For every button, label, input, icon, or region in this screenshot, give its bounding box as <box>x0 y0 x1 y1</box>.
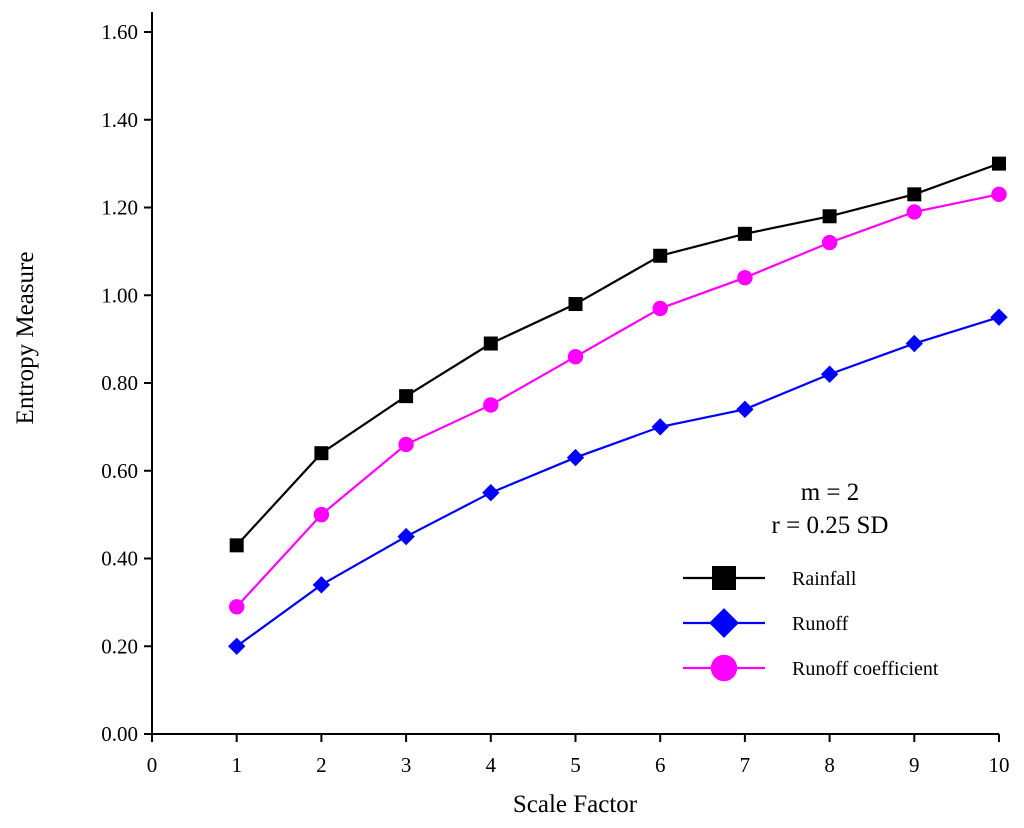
runoff-coefficient-point <box>652 300 668 317</box>
runoff-point <box>228 637 246 655</box>
y-tick-label: 1.00 <box>101 283 138 307</box>
y-tick-label: 0.20 <box>101 634 138 658</box>
x-tick-label: 2 <box>316 753 327 777</box>
runoff-point <box>397 527 415 546</box>
runoff-line <box>236 316 1000 648</box>
legend-rainfall-marker <box>712 566 736 590</box>
x-tick-label: 3 <box>401 753 412 777</box>
runoff-point <box>736 400 754 419</box>
y-tick-label: 0.00 <box>101 722 138 746</box>
x-tick-label: 6 <box>655 753 666 777</box>
y-tick-label: 0.60 <box>101 459 138 483</box>
rainfall-point <box>229 538 244 553</box>
runoff-coefficient-point <box>991 186 1007 203</box>
legend-runoff-coefficient-marker <box>710 654 738 682</box>
runoff-point <box>990 308 1008 326</box>
x-tick-label: 8 <box>824 753 835 777</box>
rainfall-point <box>568 297 583 312</box>
y-tick-label: 1.40 <box>101 108 138 132</box>
x-tick-label: 1 <box>231 753 242 777</box>
runoff-coefficient-point <box>567 348 584 365</box>
legend-rainfall-label: Rainfall <box>792 568 857 590</box>
series-markers <box>228 156 1008 655</box>
runoff-point <box>482 484 500 502</box>
x-tick-label: 9 <box>909 753 920 777</box>
x-axis-title: Scale Factor <box>513 791 638 818</box>
legend: Rainfall Runoff Runoff coefficient <box>683 566 939 682</box>
y-tick-label: 0.80 <box>101 371 138 395</box>
runoff-coefficient-point <box>737 270 753 286</box>
x-tick-label: 7 <box>740 753 751 777</box>
legend-runoff-label: Runoff <box>792 613 849 635</box>
x-tick-label: 10 <box>989 753 1010 777</box>
rainfall-point <box>314 446 329 461</box>
x-tick-label: 0 <box>147 753 158 777</box>
legend-runoff-marker <box>709 608 739 638</box>
y-axis-title: Entropy Measure <box>12 252 39 425</box>
runoff-coefficient-point <box>398 436 414 453</box>
x-tick-label: 4 <box>486 753 497 777</box>
legend-runoff-coefficient-label: Runoff coefficient <box>792 658 939 680</box>
annotation-m: m = 2 <box>801 479 860 506</box>
y-tick-label: 1.60 <box>101 20 138 44</box>
runoff-coefficient-point <box>229 599 245 615</box>
y-tick-label: 1.20 <box>101 196 138 220</box>
runoff-coefficient-point <box>821 234 838 251</box>
runoff-point <box>820 365 839 383</box>
runoff-coefficient-point <box>313 506 330 523</box>
runoff-point <box>905 334 923 353</box>
rainfall-point <box>483 336 498 351</box>
rainfall-point <box>907 187 922 202</box>
runoff-coefficient-point <box>483 397 499 413</box>
runoff-point <box>566 448 585 467</box>
rainfall-point <box>822 209 837 224</box>
runoff-point <box>312 576 331 594</box>
rainfall-point <box>399 389 414 404</box>
rainfall-point <box>992 156 1006 171</box>
x-tick-label: 5 <box>570 753 581 777</box>
axes <box>151 12 999 735</box>
ticks: 0.00 0.20 0.40 0.60 0.80 1.00 1.20 1.40 1.60 0 1 2 3… <box>101 20 1009 777</box>
runoff-point <box>651 418 669 436</box>
runoff-coefficient-line <box>235 193 1000 608</box>
annotation-r: r = 0.25 SD <box>772 512 889 539</box>
rainfall-line <box>235 162 1000 547</box>
y-tick-label: 0.40 <box>101 547 138 571</box>
rainfall-point <box>653 248 668 263</box>
series-lines <box>235 162 1000 648</box>
rainfall-point <box>737 226 752 241</box>
runoff-coefficient-point <box>906 204 922 220</box>
